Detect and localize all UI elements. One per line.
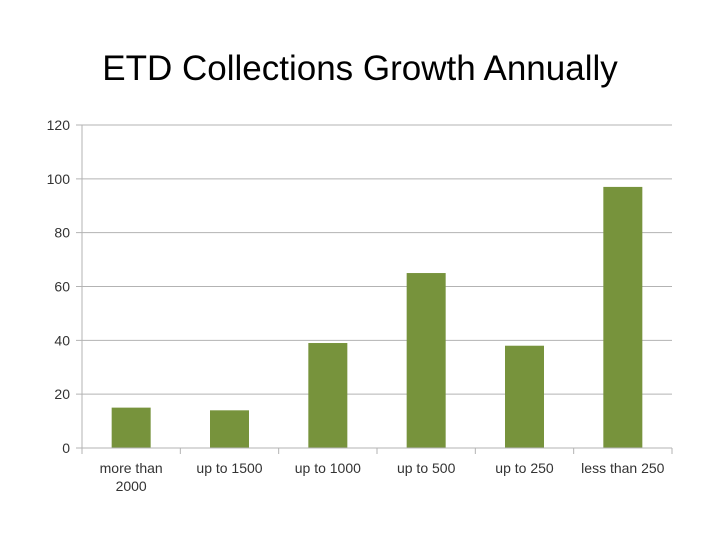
y-tick-label: 20 [54,386,70,402]
bar [111,407,151,448]
y-tick-label: 80 [54,225,70,241]
y-tick-label: 120 [47,117,71,133]
gridlines [76,124,672,395]
bar [603,186,643,449]
bar [210,410,249,448]
x-tick-label: up to 500 [397,460,456,476]
x-tick-label: up to 1500 [196,460,262,476]
y-tick-label: 100 [47,171,71,187]
bar [308,343,348,448]
y-tick-labels: 0 20 40 60 80 100 120 [47,117,71,456]
x-tick-labels: more than 2000 up to 1500 up to 1000 up to 5… [100,460,665,494]
bars [111,186,643,449]
y-tick-label: 40 [54,332,70,348]
x-tick-label: less than 250 [581,460,664,476]
bar [505,345,544,448]
x-tick-label: up to 1000 [295,460,361,476]
chart-title: ETD Collections Growth Annually [102,49,618,88]
y-tick-label: 0 [62,440,70,456]
x-axis [76,125,673,454]
bar [406,273,446,448]
y-tick-label: 60 [54,279,70,295]
x-tick-label: up to 250 [495,460,554,476]
x-tick-label: more than 2000 [100,460,163,494]
